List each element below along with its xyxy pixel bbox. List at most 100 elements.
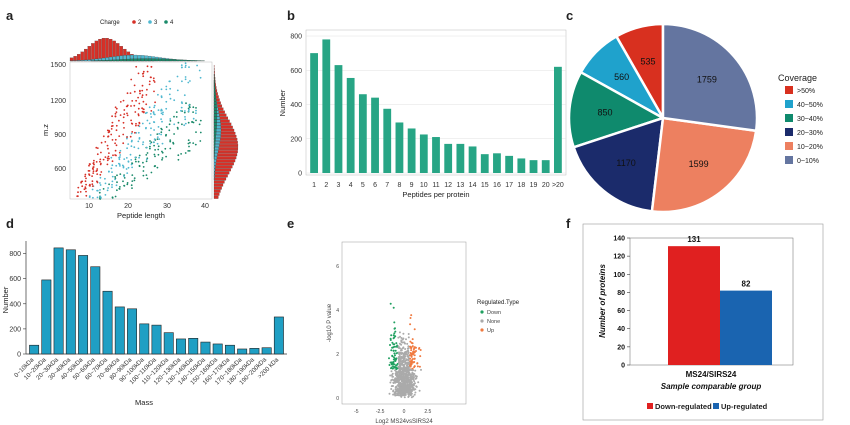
panel-a-scatter-points: [76, 62, 202, 200]
a-scatter-point: [91, 175, 93, 178]
panel-a-top-histogram: [69, 38, 205, 62]
e-point: [412, 350, 415, 353]
a-scatter-point: [108, 131, 110, 134]
e-point: [401, 385, 404, 388]
a-right-hist-bar: [213, 186, 222, 190]
e-point: [413, 328, 416, 331]
panel-label-d: d: [6, 216, 14, 231]
e-xlabel: Log2 MS24vsSIRS24: [375, 419, 433, 425]
e-point: [392, 363, 395, 365]
e-point: [399, 366, 402, 369]
a-scatter-point: [165, 107, 168, 110]
a-right-hist-bar: [213, 195, 219, 199]
e-point: [388, 392, 391, 395]
a-scatter-point: [104, 141, 107, 143]
a-scatter-point: [177, 154, 180, 157]
e-point: [392, 349, 395, 352]
e-point: [394, 327, 396, 330]
e-point: [411, 338, 414, 341]
e-point: [392, 306, 395, 309]
a-scatter-point: [188, 104, 191, 107]
c-slice-label-10~20%: 1599: [689, 159, 709, 169]
e-point: [397, 374, 400, 377]
e-legend-dot: [480, 328, 484, 332]
f-bar-label-Up-regulated: 82: [742, 280, 751, 289]
a-top-hist-bar: [98, 60, 102, 62]
a-scatter-point: [137, 131, 140, 134]
a-right-hist-bar: [213, 174, 228, 178]
a-xlabel: Peptide length: [117, 211, 165, 220]
e-point: [397, 351, 400, 354]
e-point: [402, 376, 405, 379]
charge-legend-3: 3: [154, 20, 158, 26]
a-scatter-point: [114, 176, 116, 178]
b-ytick: 0: [298, 171, 302, 178]
d-bar->200 kDa: [273, 316, 284, 355]
e-point: [398, 373, 401, 376]
a-scatter-point: [180, 106, 183, 109]
e-point: [407, 352, 410, 355]
a-top-hist-bar: [84, 59, 88, 62]
a-scatter-point: [126, 147, 128, 150]
a-scatter-point: [152, 79, 155, 82]
e-point: [389, 374, 392, 377]
panel-d-bar-chart: 0~10kDa10~20kDa20~30kDa30~40kDa40~50kDa5…: [1, 241, 287, 407]
a-scatter-point: [169, 140, 172, 143]
e-point: [406, 368, 409, 371]
e-point: [407, 362, 410, 365]
a-top-hist-bar: [144, 58, 148, 62]
a-scatter-point: [123, 127, 125, 129]
panel-d-yticks: 0 200 400 600 800: [9, 251, 26, 359]
a-scatter-point: [123, 158, 126, 161]
a-scatter-point: [80, 181, 82, 184]
a-scatter-point: [118, 163, 121, 166]
a-right-hist-bar: [213, 110, 218, 114]
e-point: [394, 394, 397, 397]
e-point: [416, 362, 419, 365]
e-point: [394, 369, 397, 372]
c-slice-20~30%: [572, 116, 665, 213]
e-point: [407, 376, 410, 379]
a-scatter-point: [173, 115, 175, 118]
c-legend-swatch: [785, 100, 793, 108]
e-point: [404, 348, 407, 350]
a-right-hist-bar: [213, 101, 217, 105]
d-bar-150~160kDa: [212, 343, 223, 355]
b-xtick-4: 4: [349, 182, 353, 189]
e-point: [413, 388, 415, 391]
panel-c-slice-labels: 535 560 850 1170 1599 1759: [597, 57, 716, 169]
a-scatter-point: [184, 64, 187, 67]
e-xtick: -2.5: [376, 409, 385, 415]
b-bar-10: [419, 134, 428, 173]
a-top-hist-bar: [194, 60, 198, 62]
a-scatter-point: [118, 187, 121, 190]
e-point: [404, 374, 407, 377]
a-scatter-point: [180, 153, 183, 155]
b-ylabel: Number: [278, 89, 287, 116]
a-scatter-point: [135, 65, 138, 68]
a-scatter-point: [99, 158, 102, 161]
a-top-hist-bar: [119, 59, 123, 62]
e-point: [400, 339, 403, 342]
charge-legend-title: Charge: [100, 20, 120, 26]
a-scatter-point: [156, 166, 159, 169]
e-point: [394, 349, 397, 352]
a-scatter-point: [96, 153, 99, 156]
a-scatter-point: [85, 190, 87, 193]
panel-b-bar-chart: 1 2 3 4 5 6 7 8 9 10 11 12 13 14 15 16 17 18 19 20 >20 02004…: [278, 29, 567, 199]
a-scatter-point: [134, 156, 137, 159]
e-point: [407, 336, 410, 339]
a-scatter-point: [187, 142, 190, 145]
a-right-hist-bar: [213, 162, 216, 166]
c-legend-item: 40~50%: [797, 102, 823, 109]
e-point: [413, 354, 416, 357]
d-bar-50~60kDa: [90, 266, 101, 355]
a-right-hist-bar: [213, 86, 216, 90]
e-point: [391, 378, 394, 381]
a-scatter-point: [92, 168, 94, 171]
e-point: [396, 388, 398, 391]
panel-b-xticks: 1 2 3 4 5 6 7 8 9 10 11 12 13 14 15 16 17 18 19 20 >20: [312, 182, 564, 189]
a-scatter-point: [160, 133, 163, 136]
e-ytick: 2: [336, 352, 339, 358]
e-point: [418, 347, 421, 349]
